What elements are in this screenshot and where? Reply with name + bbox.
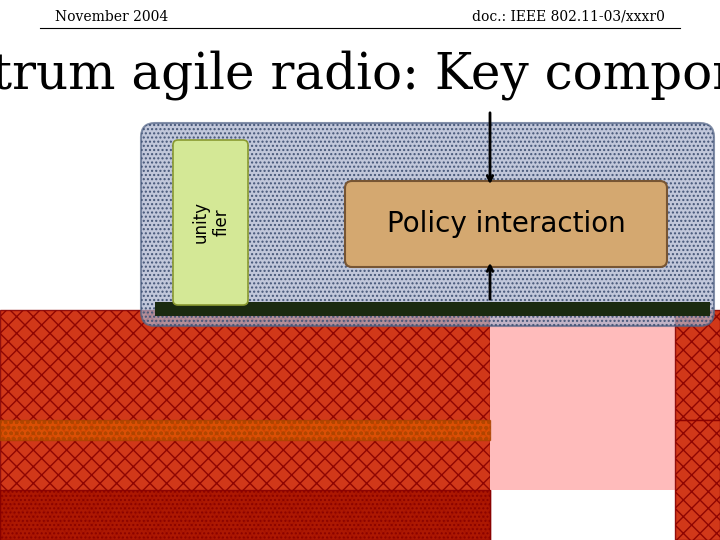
FancyBboxPatch shape bbox=[141, 123, 714, 326]
Bar bbox=[490, 310, 675, 420]
Text: doc.: IEEE 802.11-03/xxxr0: doc.: IEEE 802.11-03/xxxr0 bbox=[472, 10, 665, 24]
Text: Spectrum agile radio: Key components: Spectrum agile radio: Key components bbox=[0, 50, 720, 100]
FancyBboxPatch shape bbox=[345, 181, 667, 267]
Bar bbox=[675, 310, 720, 420]
FancyBboxPatch shape bbox=[173, 140, 248, 305]
Bar bbox=[0, 310, 490, 540]
Bar bbox=[675, 420, 720, 540]
Bar bbox=[490, 420, 675, 490]
Bar bbox=[155, 302, 710, 316]
Bar bbox=[0, 420, 490, 440]
Text: unity
fier: unity fier bbox=[192, 201, 230, 243]
Bar bbox=[0, 490, 490, 540]
Text: November 2004: November 2004 bbox=[55, 10, 168, 24]
Text: Policy interaction: Policy interaction bbox=[387, 210, 626, 238]
